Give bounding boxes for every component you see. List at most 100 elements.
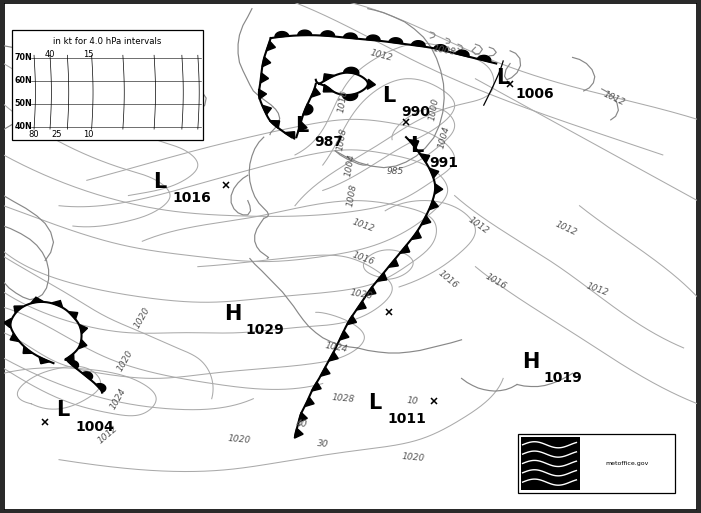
- Polygon shape: [298, 30, 312, 35]
- Text: 1028: 1028: [332, 393, 355, 404]
- Polygon shape: [400, 245, 410, 253]
- Text: 1008: 1008: [346, 184, 359, 208]
- Polygon shape: [69, 312, 78, 319]
- Polygon shape: [39, 357, 50, 364]
- Polygon shape: [343, 94, 358, 101]
- Text: 60N: 60N: [15, 76, 32, 85]
- Text: 1016: 1016: [436, 268, 459, 290]
- Text: 1020: 1020: [349, 288, 373, 301]
- Polygon shape: [259, 89, 266, 99]
- Text: 990: 990: [401, 105, 430, 119]
- Polygon shape: [411, 231, 421, 240]
- Text: 1000: 1000: [428, 97, 440, 121]
- Polygon shape: [320, 367, 330, 376]
- Polygon shape: [430, 168, 439, 178]
- Text: 1020: 1020: [228, 434, 252, 445]
- Text: 1029: 1029: [245, 323, 284, 337]
- Polygon shape: [10, 333, 19, 342]
- Text: 1008: 1008: [336, 128, 348, 152]
- Text: 987: 987: [315, 135, 343, 149]
- Polygon shape: [79, 340, 87, 349]
- Text: 1020: 1020: [115, 348, 135, 373]
- Bar: [12, 30, 203, 140]
- Polygon shape: [343, 33, 358, 39]
- Polygon shape: [260, 73, 268, 83]
- Text: 30: 30: [317, 440, 329, 449]
- Text: 1024: 1024: [109, 386, 128, 411]
- Text: L: L: [295, 116, 308, 136]
- Polygon shape: [31, 297, 43, 303]
- Polygon shape: [377, 273, 387, 281]
- Polygon shape: [266, 41, 275, 51]
- Polygon shape: [303, 104, 313, 115]
- Polygon shape: [323, 74, 334, 81]
- Polygon shape: [305, 397, 314, 407]
- Text: L: L: [410, 136, 423, 156]
- Polygon shape: [434, 45, 447, 51]
- Polygon shape: [420, 154, 430, 163]
- Polygon shape: [64, 354, 74, 361]
- Polygon shape: [262, 105, 271, 115]
- Text: 1016: 1016: [350, 251, 375, 267]
- Polygon shape: [294, 428, 303, 438]
- Text: in kt for 4.0 hPa intervals: in kt for 4.0 hPa intervals: [53, 36, 161, 46]
- Text: 1012: 1012: [369, 49, 394, 63]
- Text: L: L: [368, 393, 381, 413]
- Polygon shape: [389, 38, 402, 44]
- Text: 985: 985: [387, 167, 404, 175]
- Polygon shape: [409, 140, 418, 148]
- Text: 1012: 1012: [602, 90, 627, 108]
- Text: 15: 15: [83, 50, 93, 59]
- Polygon shape: [366, 35, 380, 41]
- Polygon shape: [366, 286, 376, 295]
- Text: L: L: [496, 68, 510, 88]
- Polygon shape: [456, 50, 469, 57]
- Text: 10: 10: [83, 130, 93, 139]
- Polygon shape: [311, 88, 320, 97]
- Polygon shape: [347, 315, 357, 325]
- Text: 1020: 1020: [401, 451, 425, 463]
- Text: 40: 40: [45, 50, 55, 59]
- Polygon shape: [321, 31, 334, 36]
- Polygon shape: [388, 259, 398, 267]
- Polygon shape: [79, 325, 88, 333]
- Text: 1012: 1012: [553, 220, 578, 238]
- Text: 1012: 1012: [350, 218, 375, 234]
- Polygon shape: [411, 41, 425, 47]
- Text: metoffice.gov: metoffice.gov: [605, 461, 648, 466]
- Text: 1008: 1008: [432, 45, 456, 57]
- Text: L: L: [382, 86, 395, 106]
- Polygon shape: [4, 319, 11, 328]
- Polygon shape: [96, 384, 106, 392]
- Text: L: L: [153, 172, 166, 192]
- Polygon shape: [367, 79, 376, 89]
- Polygon shape: [298, 122, 307, 131]
- Polygon shape: [435, 184, 443, 194]
- Text: 1006: 1006: [516, 87, 554, 101]
- Polygon shape: [477, 55, 491, 62]
- Text: 70N: 70N: [15, 53, 32, 62]
- Polygon shape: [323, 85, 334, 92]
- Text: 1012: 1012: [467, 216, 491, 236]
- Polygon shape: [14, 306, 23, 313]
- Text: 80: 80: [29, 130, 39, 139]
- Text: H: H: [224, 304, 241, 324]
- Polygon shape: [299, 412, 307, 422]
- Text: 10: 10: [407, 396, 419, 406]
- Text: 40: 40: [296, 419, 308, 429]
- Text: 1004: 1004: [75, 420, 114, 433]
- Polygon shape: [429, 200, 438, 210]
- Polygon shape: [275, 32, 289, 37]
- Text: 1016: 1016: [172, 191, 211, 205]
- Text: 1011: 1011: [387, 412, 426, 426]
- Polygon shape: [311, 382, 321, 391]
- Text: 1004: 1004: [437, 125, 451, 149]
- Polygon shape: [23, 347, 32, 353]
- Polygon shape: [421, 215, 431, 225]
- Polygon shape: [52, 301, 62, 307]
- Text: L: L: [56, 400, 69, 420]
- Text: 25: 25: [52, 130, 62, 139]
- Bar: [521, 437, 580, 490]
- Text: H: H: [522, 352, 540, 372]
- Text: 1020: 1020: [132, 305, 152, 330]
